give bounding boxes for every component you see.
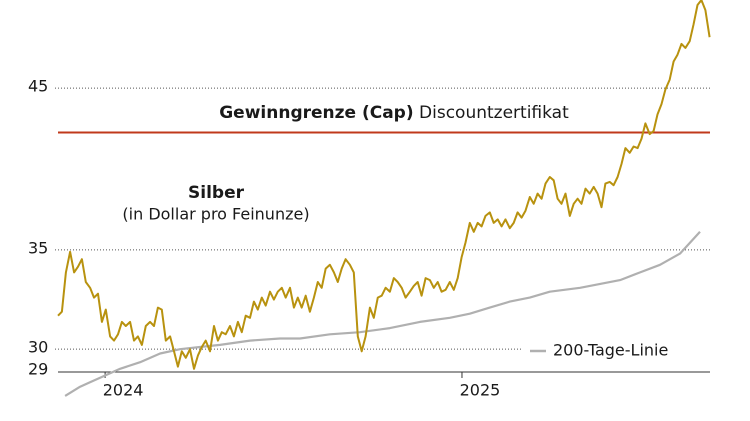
legend-label: 200-Tage-Linie: [553, 341, 668, 360]
series-label: Silber: [188, 183, 245, 203]
cap-note: Discountzertifikat: [419, 103, 569, 123]
series-line: [57, 0, 711, 370]
y-tick-label: 30: [28, 338, 48, 357]
y-tick-label: 29: [28, 360, 48, 379]
y-tick-label: 45: [28, 77, 48, 96]
legend-bg: [522, 340, 710, 362]
cap-title: Gewinngrenze (Cap): [219, 103, 413, 123]
series-line: [64, 231, 701, 397]
x-tick-label: 2025: [460, 381, 501, 400]
cap-label: Gewinngrenze (Cap) Discountzertifikat: [219, 103, 569, 123]
subtitle: (in Dollar pro Feinunze): [122, 205, 309, 224]
plot: 29 30 35 45 2024 2025 200-Tage-Linie: [28, 0, 711, 400]
x-tick-label: 2024: [103, 381, 144, 400]
y-tick-label: 35: [28, 238, 48, 257]
